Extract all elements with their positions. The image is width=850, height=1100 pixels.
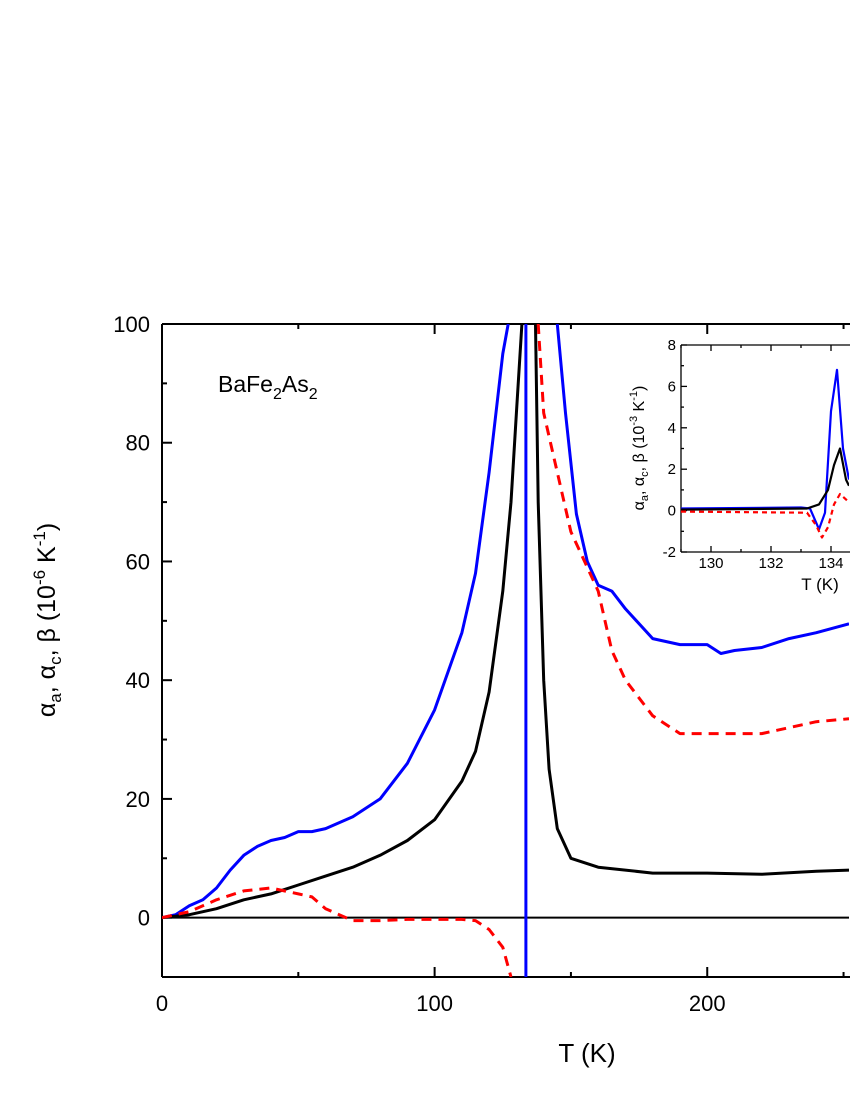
inset-y-label-sub: c	[639, 471, 651, 477]
series-0000ff-line	[555, 324, 849, 655]
inset-y-label-sup: -1	[628, 391, 640, 401]
y-label-sup: -1	[30, 531, 49, 546]
sample-label-part: As	[282, 371, 309, 397]
x-tick-label: 0	[156, 991, 168, 1016]
y-label-part: α	[33, 703, 61, 717]
series-ff0000-line	[536, 324, 849, 736]
y-tick-label: 40	[126, 668, 150, 693]
sample-label-sub: 2	[309, 386, 318, 403]
series-ff0000-line	[681, 492, 849, 539]
y-label-sup: -6	[30, 570, 49, 585]
series-000000-line	[162, 324, 524, 920]
x-tick-label: 100	[416, 991, 453, 1016]
sample-label: BaFe2As2	[218, 371, 318, 403]
y-tick-label: 0	[668, 503, 676, 520]
inset-y-label-part: α	[631, 501, 648, 510]
series-ff0000-line	[162, 886, 513, 977]
series-000000-line	[534, 324, 849, 876]
y-axis-label: αa, αc, β (10-6 K-1)	[30, 523, 65, 717]
y-tick-label: 0	[138, 906, 150, 931]
inset-background	[681, 345, 850, 552]
y-tick-label: 100	[113, 312, 150, 337]
y-label-part: )	[33, 523, 61, 531]
series-000000-line	[681, 447, 849, 511]
inset-y-label-part: , α	[631, 477, 648, 495]
x-axis-label: T (K)	[558, 1038, 615, 1068]
series-0000ff-line	[162, 324, 510, 920]
inset-y-label-part: K	[631, 400, 648, 415]
y-tick-label: 20	[126, 787, 150, 812]
x-tick-label: 130	[698, 555, 723, 572]
y-tick-label: 2	[668, 461, 676, 478]
y-label-sub: c	[46, 656, 65, 665]
sample-label-part: BaFe	[218, 371, 273, 397]
inset-y-label-sub: a	[639, 494, 651, 501]
inset-y-axis-label: αa, αc, β (10-3 K-1)	[628, 386, 651, 511]
inset-axes: 130 132 134 -2 0 2 4 6 8	[663, 337, 850, 572]
main-plot-lines	[162, 324, 849, 977]
y-tick-label: 6	[668, 378, 676, 395]
inset-x-axis-label: T (K)	[801, 575, 838, 594]
y-label-sub: a	[46, 693, 65, 703]
inset-y-label-part: )	[631, 386, 648, 391]
y-tick-label: 80	[126, 431, 150, 456]
y-label-part: , α	[33, 665, 61, 693]
y-tick-label: 4	[668, 420, 676, 437]
sample-label-sub: 2	[273, 386, 282, 403]
inset-plot-lines	[681, 368, 849, 539]
y-label-part: K	[33, 546, 61, 570]
y-tick-label: 8	[668, 337, 676, 354]
y-tick-label: -2	[663, 544, 676, 561]
inset-y-label-sup: -3	[628, 416, 640, 426]
x-tick-label: 132	[758, 555, 783, 572]
x-tick-label: 200	[689, 991, 726, 1016]
inset-y-label-part: , β (10	[631, 426, 648, 472]
y-tick-label: 60	[126, 549, 150, 574]
y-label-part: , β (10	[33, 585, 61, 656]
x-tick-label: 134	[818, 555, 843, 572]
